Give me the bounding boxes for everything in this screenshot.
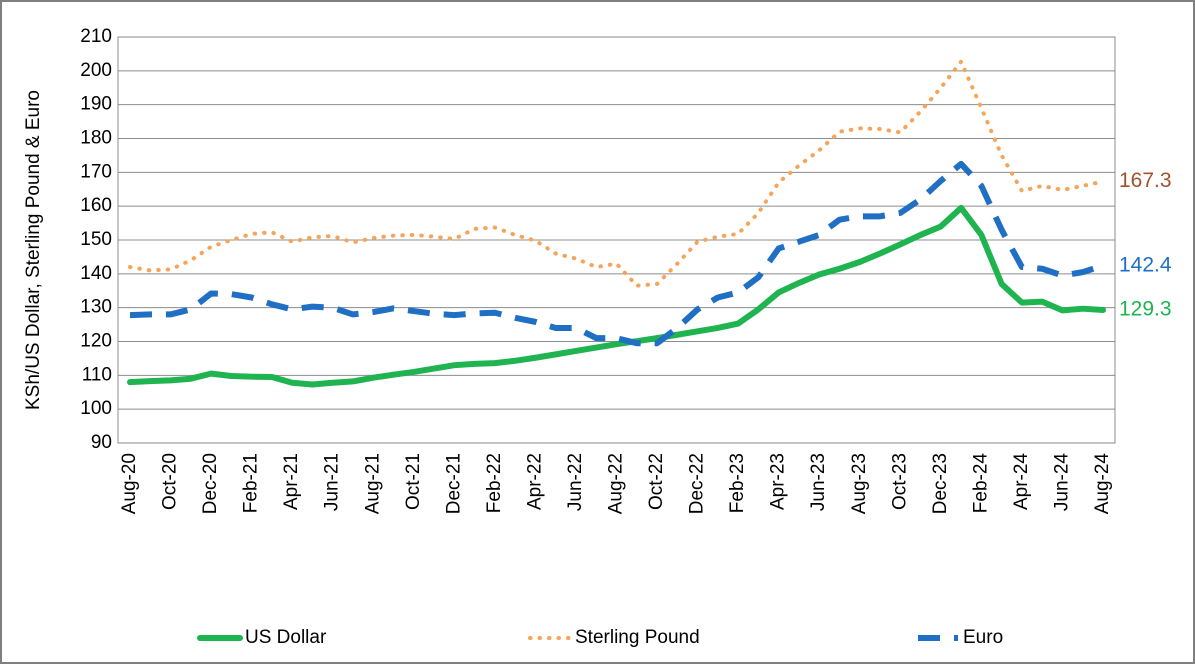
legend-label: Sterling Pound	[575, 627, 700, 648]
x-tick-label: Oct-21	[403, 453, 424, 510]
x-tick-label: Apr-22	[524, 453, 545, 510]
x-tick-label: Aug-22	[606, 453, 627, 514]
x-tick-label: Apr-21	[281, 453, 302, 510]
x-tick-label: Jun-21	[322, 453, 343, 511]
x-tick-label: Feb-24	[970, 453, 991, 514]
y-tick-label: 140	[80, 263, 112, 284]
x-tick-label: Oct-20	[160, 453, 181, 510]
x-tick-label: Feb-21	[241, 453, 262, 513]
x-tick-label: Oct-22	[646, 453, 667, 510]
y-tick-label: 100	[80, 398, 112, 419]
x-tick-label: Dec-22	[687, 453, 708, 514]
y-tick-label: 110	[82, 364, 112, 385]
legend-label: Euro	[963, 627, 1003, 648]
y-tick-label: 120	[80, 331, 112, 352]
x-tick-label: Dec-23	[930, 453, 951, 514]
y-tick-label: 180	[80, 128, 112, 149]
end-value-label: 129.3	[1119, 298, 1172, 321]
y-tick-label: 130	[80, 297, 112, 318]
x-tick-label: Apr-23	[768, 453, 789, 510]
x-tick-label: Aug-23	[849, 453, 870, 514]
y-tick-label: 200	[80, 60, 112, 81]
x-tick-label: Oct-23	[889, 453, 910, 510]
plot-border	[117, 36, 1116, 444]
y-axis-title: KSh/US Dollar, Sterling Pound & Euro	[23, 90, 44, 410]
y-tick-label: 160	[80, 195, 112, 216]
x-tick-label: Jun-23	[808, 453, 829, 511]
y-tick-label: 150	[80, 229, 112, 250]
x-tick-label: Aug-21	[362, 453, 383, 514]
series-line	[127, 204, 1106, 388]
x-tick-label: Dec-20	[200, 453, 221, 514]
series-line	[128, 59, 1105, 288]
x-tick-label: Aug-24	[1092, 453, 1113, 515]
x-tick-label: Feb-23	[727, 453, 748, 513]
y-tick-label: 90	[91, 432, 112, 453]
x-tick-label: Jun-24	[1051, 453, 1072, 512]
y-tick-label: 210	[80, 26, 112, 47]
x-tick-label: Aug-20	[119, 453, 140, 514]
x-tick-label: Feb-22	[484, 453, 505, 513]
end-value-label: 167.3	[1119, 169, 1172, 192]
x-tick-label: Jun-22	[565, 453, 586, 511]
series-line	[129, 160, 1104, 347]
x-tick-label: Apr-24	[1011, 453, 1032, 510]
y-tick-label: 170	[80, 161, 112, 182]
y-tick-label: 190	[80, 94, 112, 115]
x-tick-label: Dec-21	[443, 453, 464, 514]
legend-label: US Dollar	[245, 627, 327, 648]
end-value-label: 142.4	[1119, 253, 1172, 276]
